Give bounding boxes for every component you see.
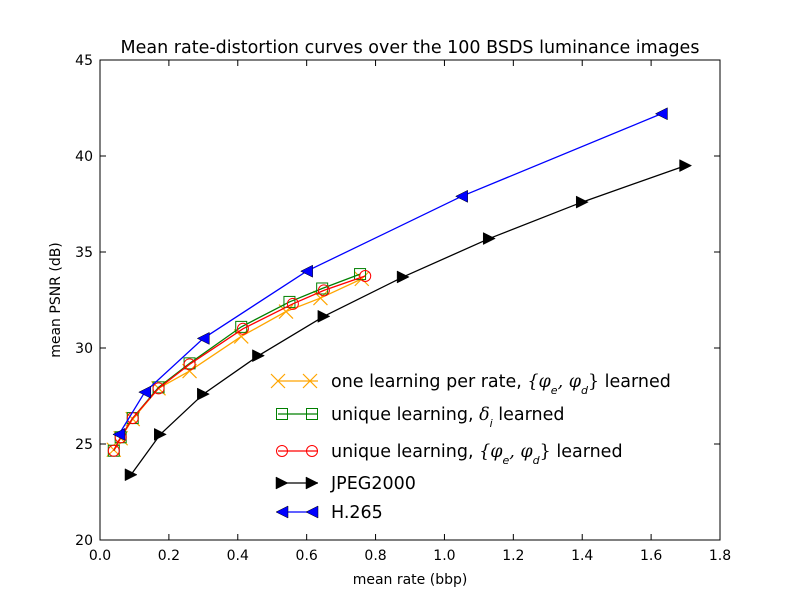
legend-marker-a-4 bbox=[275, 505, 289, 519]
y-axis-label: mean PSNR (dB) bbox=[48, 242, 64, 358]
y-tick-label-2: 30 bbox=[75, 341, 93, 357]
data-point-3-4 bbox=[317, 309, 331, 323]
data-point-4-1 bbox=[138, 385, 152, 399]
legend-marker-b-4 bbox=[305, 505, 319, 519]
chart-title: Mean rate-distortion curves over the 100… bbox=[121, 38, 700, 58]
data-point-2-8 bbox=[359, 270, 372, 282]
data-point-2-7 bbox=[317, 284, 330, 297]
series-layer bbox=[106, 107, 693, 482]
plot-frame bbox=[99, 59, 721, 541]
x-tick-label-5: 1.0 bbox=[433, 548, 455, 564]
series-line-3 bbox=[130, 164, 686, 476]
x-tick-label-9: 1.8 bbox=[709, 548, 731, 564]
data-point-3-0 bbox=[124, 468, 138, 482]
data-point-3-1 bbox=[154, 427, 167, 441]
x-tick-label-0: 0.0 bbox=[89, 548, 111, 564]
legend-entry-0: one learning per rate, {φe, φd} learned bbox=[270, 372, 671, 397]
data-point-3-5 bbox=[396, 270, 410, 284]
legend-label-3: JPEG2000 bbox=[330, 474, 416, 494]
ticks-layer: 0.0 0.2 0.4 0.6 0.8 1.0 1.2 1.4 1.6 1.8 20 25 30 35 40… bbox=[75, 53, 731, 564]
series-1 bbox=[107, 268, 367, 457]
legend-label-1: unique learning, δi learned bbox=[331, 405, 564, 430]
data-point-0-8 bbox=[354, 271, 370, 287]
legend-entry-3: JPEG2000 bbox=[275, 474, 416, 494]
x-tick-label-6: 1.2 bbox=[502, 548, 524, 564]
x-tick-label-7: 1.4 bbox=[571, 548, 593, 564]
series-4 bbox=[112, 107, 668, 441]
series-line-4 bbox=[118, 113, 662, 435]
data-point-2-3 bbox=[152, 382, 165, 395]
data-point-4-2 bbox=[196, 331, 210, 345]
legend-marker-b-3 bbox=[305, 476, 319, 490]
data-point-4-3 bbox=[300, 264, 313, 278]
data-point-2-4 bbox=[183, 358, 196, 371]
data-point-4-4 bbox=[455, 189, 468, 203]
data-point-2-0 bbox=[107, 444, 120, 457]
data-point-3-2 bbox=[197, 387, 210, 401]
legend: one learning per rate, {φe, φd} learned u… bbox=[270, 372, 671, 523]
data-point-0-6 bbox=[278, 304, 294, 319]
legend-marker-b-2 bbox=[306, 445, 318, 457]
legend-label-2: unique learning, {φe, φd} learned bbox=[331, 442, 623, 467]
data-point-2-6 bbox=[286, 297, 299, 310]
x-tick-label-1: 0.2 bbox=[158, 548, 180, 564]
y-tick-label-3: 35 bbox=[75, 245, 93, 261]
series-3 bbox=[124, 159, 693, 482]
legend-label-0: one learning per rate, {φe, φd} learned bbox=[331, 372, 671, 397]
legend-marker-a-0 bbox=[270, 373, 286, 389]
data-point-3-6 bbox=[482, 232, 496, 245]
legend-marker-a-3 bbox=[275, 476, 289, 490]
legend-label-4: H.265 bbox=[331, 503, 383, 523]
y-tick-label-1: 25 bbox=[75, 437, 93, 453]
y-tick-label-5: 45 bbox=[75, 53, 93, 69]
data-point-4-5 bbox=[654, 107, 668, 121]
y-tick-label-4: 40 bbox=[75, 149, 93, 165]
x-tick-label-3: 0.6 bbox=[296, 548, 318, 564]
legend-marker-b-1 bbox=[306, 408, 318, 420]
data-point-3-3 bbox=[252, 349, 266, 363]
data-point-0-7 bbox=[313, 290, 328, 306]
legend-entry-1: unique learning, δi learned bbox=[276, 405, 564, 430]
x-tick-label-2: 0.4 bbox=[227, 548, 249, 564]
legend-marker-b-0 bbox=[302, 373, 318, 389]
x-tick-label-8: 1.6 bbox=[640, 548, 662, 564]
data-point-2-5 bbox=[236, 322, 249, 335]
data-point-1-8 bbox=[354, 268, 367, 281]
series-line-2 bbox=[113, 275, 366, 452]
x-axis-label: mean rate (bbp) bbox=[353, 572, 468, 588]
series-line-0 bbox=[113, 278, 363, 451]
data-point-3-7 bbox=[575, 195, 589, 209]
legend-entry-2: unique learning, {φe, φd} learned bbox=[276, 442, 623, 467]
data-point-3-8 bbox=[679, 159, 693, 173]
legend-entry-4: H.265 bbox=[275, 503, 383, 523]
data-point-0-5 bbox=[233, 329, 249, 344]
data-point-1-6 bbox=[283, 295, 296, 308]
legend-marker-a-2 bbox=[276, 445, 288, 457]
series-0 bbox=[106, 271, 370, 458]
data-point-4-0 bbox=[112, 427, 126, 441]
series-2 bbox=[107, 270, 372, 457]
legend-marker-a-1 bbox=[276, 408, 288, 420]
y-tick-label-0: 20 bbox=[75, 533, 93, 549]
x-tick-label-4: 0.8 bbox=[364, 548, 386, 564]
